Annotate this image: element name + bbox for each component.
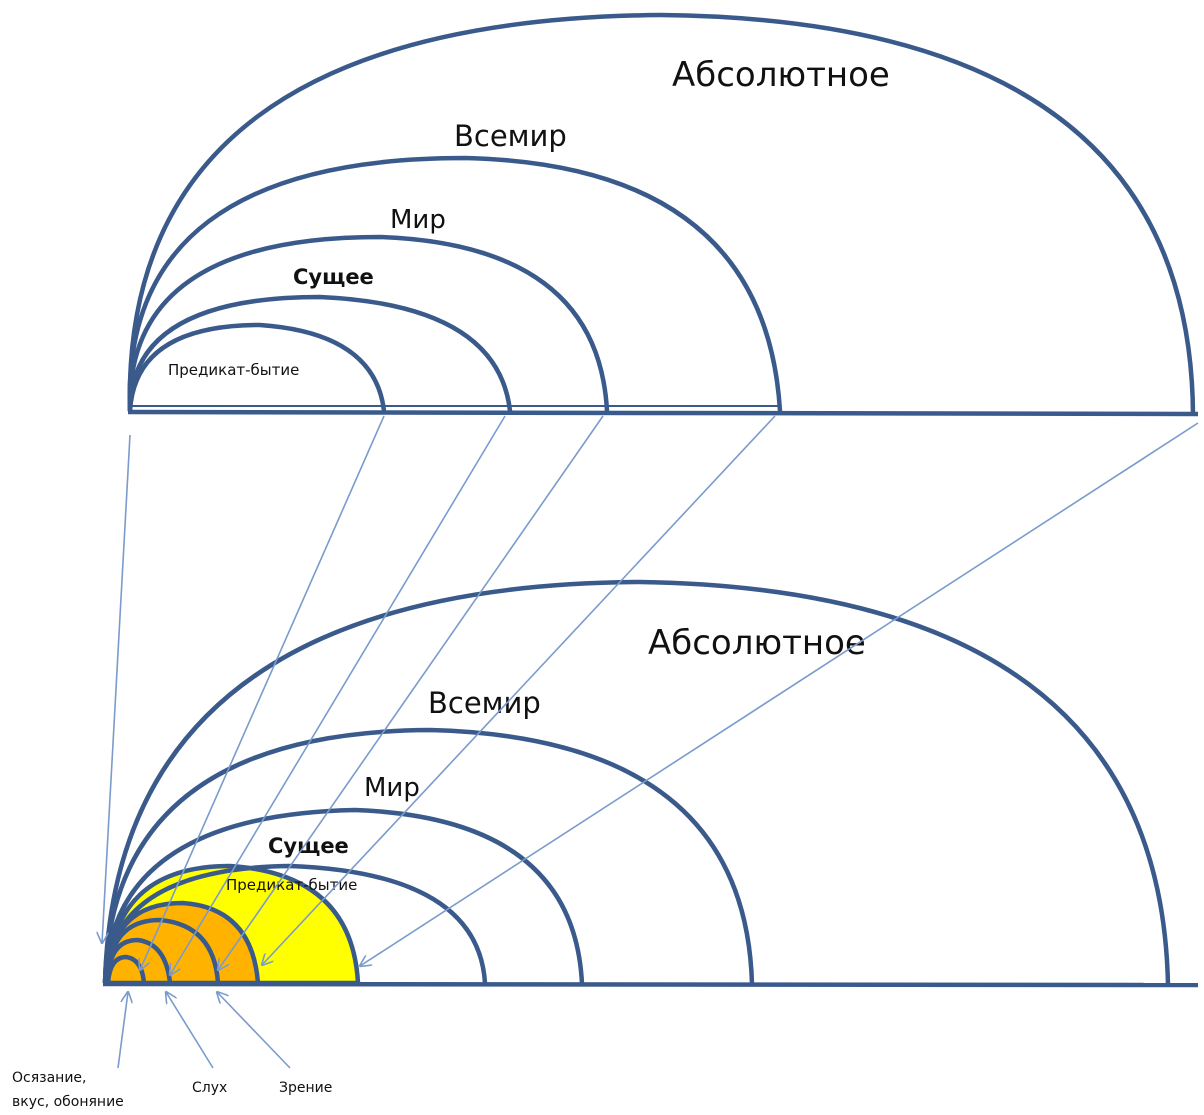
top-arc-absolute	[127, 12, 1196, 415]
bottom-label-absolute: Абсолютное	[648, 623, 866, 663]
arrow-vision	[217, 992, 291, 1069]
arrow-hearing	[166, 992, 214, 1069]
bottom-label-predicate: Предикат-бытие	[226, 876, 357, 894]
arrow-being	[170, 415, 506, 975]
top-label-universe: Всемир	[454, 119, 567, 153]
bottom-arc-world	[102, 807, 585, 985]
bottom-diagram: Абсолютное Всемир Мир Сущее Предикат-быт…	[102, 579, 1199, 988]
label-touch-line1: Осязание,	[12, 1070, 86, 1086]
label-touch-line2: вкус, обоняние	[12, 1094, 124, 1110]
sense-labels: Осязание, вкус, обоняние Слух Зрение	[12, 1070, 332, 1110]
arrow-predicate	[140, 415, 385, 970]
bottom-arc-absolute	[102, 579, 1171, 986]
top-label-world: Мир	[390, 205, 446, 235]
sense-taste-region	[105, 954, 147, 986]
top-label-being: Сущее	[293, 265, 374, 289]
bottom-baseline	[102, 981, 1199, 988]
top-diagram: Абсолютное Всемир Мир Сущее Предикат-быт…	[127, 12, 1199, 417]
label-hearing: Слух	[192, 1080, 227, 1096]
arrow-world	[218, 415, 604, 970]
arrow-touch	[117, 992, 128, 1069]
bottom-label-world: Мир	[364, 773, 420, 803]
bottom-label-universe: Всемир	[428, 686, 541, 720]
top-baseline	[127, 409, 1199, 417]
top-arc-world	[127, 234, 610, 412]
top-label-absolute: Абсолютное	[672, 55, 890, 95]
bottom-label-being: Сущее	[268, 834, 349, 858]
arrow-origin	[102, 434, 131, 943]
bottom-arc-universe	[102, 727, 755, 985]
top-arc-predicate	[127, 322, 387, 412]
arrow-universe	[262, 415, 776, 965]
top-arc-universe	[127, 155, 783, 412]
top-label-predicate: Предикат-бытие	[168, 361, 299, 379]
top-arc-being	[127, 294, 513, 412]
arrow-absolute	[360, 422, 1199, 966]
mapping-arrows	[102, 415, 1199, 1069]
label-vision: Зрение	[279, 1080, 332, 1096]
